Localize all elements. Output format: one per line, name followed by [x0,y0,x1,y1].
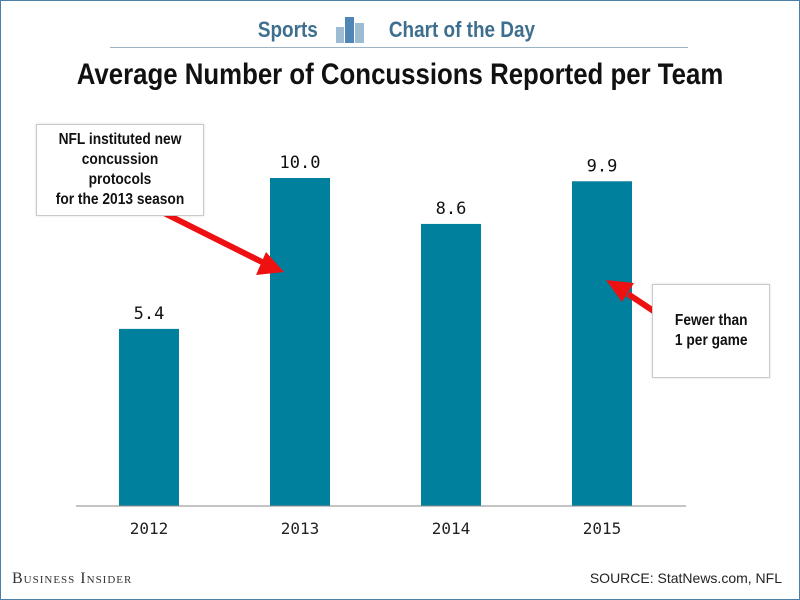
data-label-2015: 9.9 [587,156,618,176]
bar-2012 [119,328,179,506]
chart-title: Average Number of Concussions Reported p… [76,58,724,91]
x-tick-labels-group: 2012 2013 2014 2015 [130,519,622,538]
data-labels-group: 5.4 10.0 8.6 9.9 [134,153,618,324]
annotation-protocols-text: NFL instituted new concussion protocols … [55,131,185,208]
annotation-per-game-text: Fewer than 1 per game [674,312,748,349]
x-tick-label-2015: 2015 [583,519,622,538]
bar-2014 [421,223,481,507]
bar-2015 [572,181,632,506]
annotation-protocols-callout: NFL instituted new concussion protocols … [36,124,204,216]
header-chart-of-the-day-label: Chart of the Day [388,17,535,42]
brand-logo: Business Insider [12,570,133,587]
header-divider [110,47,688,48]
arrow-2013 [148,203,284,275]
chart-header: Sports Chart of the Day [0,10,800,50]
x-tick-label-2012: 2012 [130,519,169,538]
data-label-2013: 10.0 [280,153,321,173]
bar-chart-logo-icon [335,17,364,43]
header-sports-label: Sports [258,17,318,42]
x-tick-label-2014: 2014 [432,519,471,538]
bars-group [119,178,632,507]
x-tick-label-2013: 2013 [281,519,320,538]
data-label-2012: 5.4 [134,304,165,324]
bar-2013 [270,178,330,506]
source-note: SOURCE: StatNews.com, NFL [589,570,782,586]
annotation-per-game-callout: Fewer than 1 per game [652,284,770,378]
data-label-2014: 8.6 [436,199,467,219]
